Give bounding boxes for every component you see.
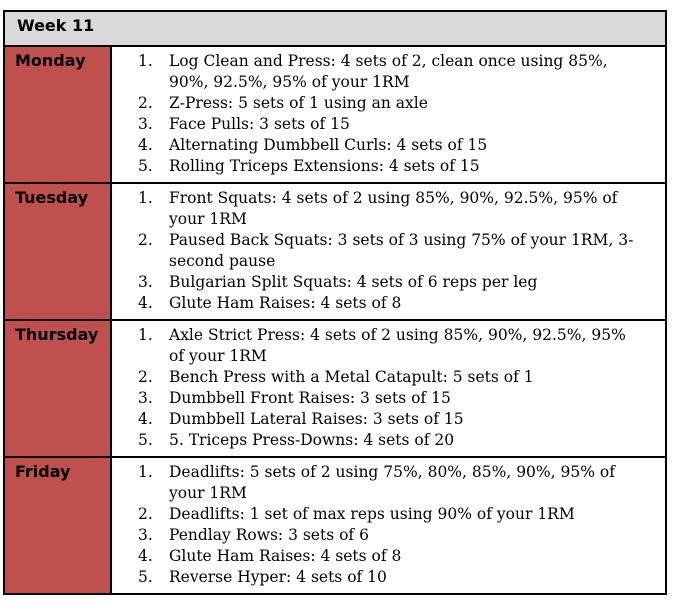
exercise-text: Axle Strict Press: 4 sets of 2 using 85%… [169,326,626,365]
exercise-text: Pendlay Rows: 3 sets of 6 [169,526,369,544]
exercise-text: Bulgarian Split Squats: 4 sets of 6 reps… [169,273,538,291]
exercise-number: 3. [138,389,153,407]
exercise-text: Dumbbell Lateral Raises: 3 sets of 15 [169,410,464,428]
exercise-number: 5. [138,157,153,175]
exercise-number: 3. [138,526,153,544]
exercise-text: Deadlifts: 1 set of max reps using 90% o… [169,505,575,523]
exercise-item: 1. Deadlifts: 5 sets of 2 using 75%, 80%,… [112,462,641,504]
exercise-number: 2. [138,94,153,112]
exercise-text: Front Squats: 4 sets of 2 using 85%, 90%… [169,189,618,228]
exercise-list: 1. Deadlifts: 5 sets of 2 using 75%, 80%,… [112,462,641,588]
workout-table: Week 11 Monday 1. Log Clean and Press: 4 s… [3,10,667,595]
exercise-number: 3. [138,115,153,133]
exercise-number: 2. [138,231,153,249]
exercise-text: Glute Ham Raises: 4 sets of 8 [169,294,402,312]
exercise-number: 4. [138,410,153,428]
exercise-number: 1. [138,463,153,481]
exercise-number: 2. [138,505,153,523]
day-label: Friday [5,458,112,593]
exercise-text: Paused Back Squats: 3 sets of 3 using 75… [169,231,634,270]
day-label: Thursday [5,321,112,456]
exercise-text: Bench Press with a Metal Catapult: 5 set… [169,368,534,386]
exercise-item: 2. Z-Press: 5 sets of 1 using an axle [112,93,641,114]
exercise-item: 4. Dumbbell Lateral Raises: 3 sets of 15 [112,409,641,430]
day-row-tuesday: Tuesday 1. Front Squats: 4 sets of 2 using… [5,184,665,321]
exercise-number: 3. [138,273,153,291]
exercise-number: 2. [138,368,153,386]
exercise-number: 4. [138,547,153,565]
exercise-text: 5. Triceps Press-Downs: 4 sets of 20 [169,431,455,449]
day-row-thursday: Thursday 1. Axle Strict Press: 4 sets of 2… [5,321,665,458]
exercise-item: 1. Axle Strict Press: 4 sets of 2 using 8… [112,325,641,367]
exercise-text: Deadlifts: 5 sets of 2 using 75%, 80%, 8… [169,463,615,502]
exercise-number: 4. [138,294,153,312]
exercise-text: Z-Press: 5 sets of 1 using an axle [169,94,428,112]
exercise-item: 5. 5. Triceps Press-Downs: 4 sets of 20 [112,430,641,451]
exercise-number: 1. [138,52,153,70]
exercise-text: Alternating Dumbbell Curls: 4 sets of 15 [169,136,488,154]
exercise-item: 4. Alternating Dumbbell Curls: 4 sets of … [112,135,641,156]
day-label: Tuesday [5,184,112,319]
exercise-item: 3. Face Pulls: 3 sets of 15 [112,114,641,135]
exercise-item: 3. Dumbbell Front Raises: 3 sets of 15 [112,388,641,409]
exercise-item: 2. Deadlifts: 1 set of max reps using 90%… [112,504,641,525]
exercise-item: 2. Paused Back Squats: 3 sets of 3 using … [112,230,641,272]
exercise-item: 1. Front Squats: 4 sets of 2 using 85%, 9… [112,188,641,230]
exercise-item: 5. Reverse Hyper: 4 sets of 10 [112,567,641,588]
exercise-text: Log Clean and Press: 4 sets of 2, clean … [169,52,608,91]
exercise-list: 1. Axle Strict Press: 4 sets of 2 using 8… [112,325,641,451]
exercise-item: 5. Rolling Triceps Extensions: 4 sets of … [112,156,641,177]
exercise-item: 4. Glute Ham Raises: 4 sets of 8 [112,293,641,314]
exercise-cell: 1. Front Squats: 4 sets of 2 using 85%, 9… [112,184,665,319]
exercise-item: 2. Bench Press with a Metal Catapult: 5 s… [112,367,641,388]
week-title: Week 11 [5,12,665,47]
day-label: Monday [5,47,112,182]
day-row-friday: Friday 1. Deadlifts: 5 sets of 2 using 75%… [5,458,665,593]
exercise-text: Glute Ham Raises: 4 sets of 8 [169,547,402,565]
day-row-monday: Monday 1. Log Clean and Press: 4 sets of 2… [5,47,665,184]
exercise-cell: 1. Log Clean and Press: 4 sets of 2, clea… [112,47,665,182]
exercise-number: 4. [138,136,153,154]
exercise-cell: 1. Axle Strict Press: 4 sets of 2 using 8… [112,321,665,456]
exercise-text: Face Pulls: 3 sets of 15 [169,115,350,133]
exercise-item: 1. Log Clean and Press: 4 sets of 2, clea… [112,51,641,93]
exercise-item: 3. Bulgarian Split Squats: 4 sets of 6 re… [112,272,641,293]
exercise-number: 5. [138,568,153,586]
exercise-number: 1. [138,189,153,207]
exercise-list: 1. Log Clean and Press: 4 sets of 2, clea… [112,51,641,177]
exercise-item: 4. Glute Ham Raises: 4 sets of 8 [112,546,641,567]
exercise-text: Reverse Hyper: 4 sets of 10 [169,568,387,586]
exercise-list: 1. Front Squats: 4 sets of 2 using 85%, 9… [112,188,641,314]
exercise-number: 1. [138,326,153,344]
exercise-number: 5. [138,431,153,449]
days-container: Monday 1. Log Clean and Press: 4 sets of 2… [5,47,665,593]
exercise-text: Dumbbell Front Raises: 3 sets of 15 [169,389,451,407]
exercise-text: Rolling Triceps Extensions: 4 sets of 15 [169,157,480,175]
exercise-item: 3. Pendlay Rows: 3 sets of 6 [112,525,641,546]
exercise-cell: 1. Deadlifts: 5 sets of 2 using 75%, 80%,… [112,458,665,593]
